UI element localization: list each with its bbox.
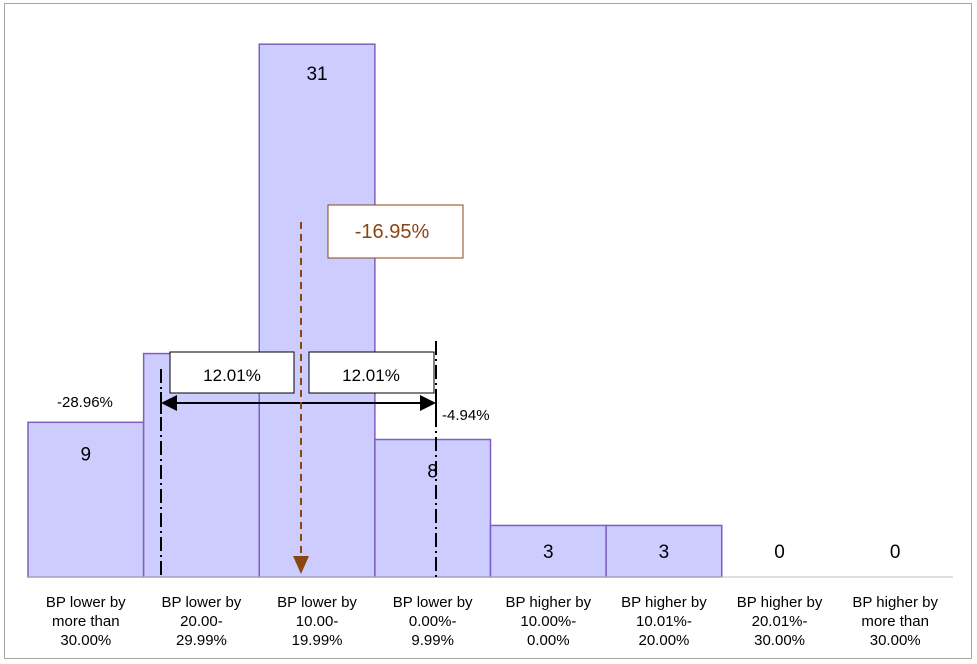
bar-value-label-6: 3 (659, 542, 670, 563)
bar-value-label-4: 8 (427, 462, 438, 483)
x-tick-label-line: 19.99% (292, 632, 343, 649)
x-tick-label-4: BP lower by 0.00%- 9.99% (393, 594, 473, 649)
x-tick-label-line: BP higher by (506, 594, 592, 611)
range-arrow-left-head (161, 395, 177, 411)
x-tick-label-line: 30.00% (870, 632, 921, 649)
x-tick-label-line: 10.00%- (520, 613, 576, 630)
x-tick-label-line: more than (861, 613, 929, 630)
range-right-label-box (308, 351, 435, 394)
range-right-label: 12.01% (342, 366, 400, 385)
x-tick-label-7: BP higher by 20.01%- 30.00% (737, 594, 823, 649)
bar-1 (27, 421, 145, 578)
bar-value-label-8: 0 (890, 542, 901, 563)
x-tick-label-8: BP higher by more than 30.00% (852, 594, 938, 649)
range-left-label: 12.01% (203, 366, 261, 385)
mean-arrow-head (293, 556, 309, 574)
x-tick-label-line: 10.01%- (636, 613, 692, 630)
x-tick-label-line: 0.00% (527, 632, 570, 649)
x-axis-tick-labels: BP lower by more than 30.00% BP lower by 20.… (46, 594, 939, 649)
x-tick-label-line: BP lower by (162, 594, 242, 611)
bars-layer (27, 43, 723, 578)
bar-value-label-5: 3 (543, 542, 554, 563)
x-tick-label-line: 29.99% (176, 632, 227, 649)
lower-bound-label: -28.96% (57, 394, 113, 411)
x-tick-label-3: BP lower by 10.00- 19.99% (277, 594, 357, 649)
mean-label: -16.95% (355, 221, 430, 243)
x-tick-label-line: BP higher by (737, 594, 823, 611)
x-tick-label-1: BP lower by more than 30.00% (46, 594, 126, 649)
x-tick-label-line: 30.00% (754, 632, 805, 649)
bar-value-label-3: 31 (306, 64, 327, 85)
bar-3 (258, 43, 376, 578)
x-tick-label-2: BP lower by 20.00- 29.99% (162, 594, 242, 649)
range-arrow-right-head (420, 395, 436, 411)
bar-4 (374, 438, 492, 578)
mean-label-box (327, 204, 464, 259)
x-tick-label-line: BP lower by (393, 594, 473, 611)
x-tick-label-line: BP higher by (621, 594, 707, 611)
upper-bound-label: -4.94% (442, 407, 490, 424)
bar-value-label-7: 0 (774, 542, 785, 563)
x-tick-label-line: BP lower by (277, 594, 357, 611)
x-tick-label-line: 20.01%- (752, 613, 808, 630)
x-tick-label-line: 20.00% (639, 632, 690, 649)
bar-value-label-1: 9 (81, 444, 92, 465)
x-tick-label-5: BP higher by 10.00%- 0.00% (506, 594, 592, 649)
x-tick-label-line: 30.00% (60, 632, 111, 649)
x-tick-label-line: BP higher by (852, 594, 938, 611)
x-tick-label-line: more than (52, 613, 120, 630)
range-left-label-box (169, 351, 295, 394)
x-tick-label-6: BP higher by 10.01%- 20.00% (621, 594, 707, 649)
x-tick-label-line: 9.99% (411, 632, 454, 649)
x-tick-label-line: 0.00%- (409, 613, 457, 630)
x-tick-label-line: 10.00- (296, 613, 339, 630)
x-tick-label-line: 20.00- (180, 613, 223, 630)
x-tick-label-line: BP lower by (46, 594, 126, 611)
